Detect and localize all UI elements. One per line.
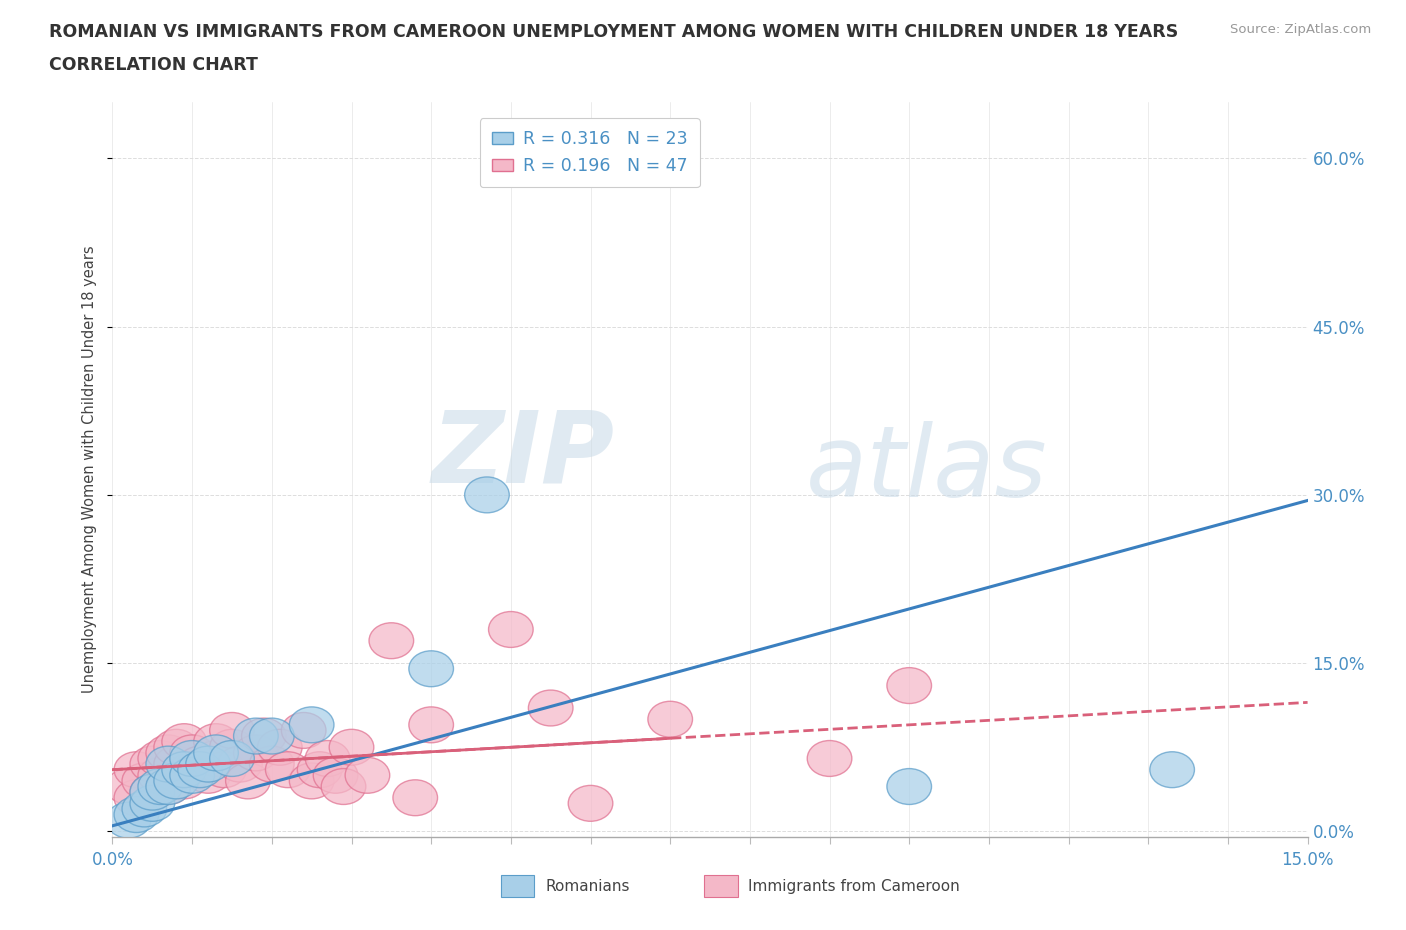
Ellipse shape: [314, 757, 359, 793]
Ellipse shape: [146, 768, 191, 804]
Text: ZIP: ZIP: [432, 406, 614, 503]
Ellipse shape: [266, 751, 311, 788]
Ellipse shape: [201, 751, 246, 788]
Ellipse shape: [162, 763, 207, 799]
Ellipse shape: [290, 763, 335, 799]
Ellipse shape: [321, 768, 366, 804]
Ellipse shape: [170, 757, 215, 793]
Ellipse shape: [409, 651, 454, 686]
FancyBboxPatch shape: [501, 875, 534, 897]
Ellipse shape: [138, 740, 183, 777]
Ellipse shape: [170, 751, 215, 788]
Ellipse shape: [329, 729, 374, 765]
Ellipse shape: [129, 774, 174, 810]
Ellipse shape: [153, 746, 198, 782]
Ellipse shape: [648, 701, 693, 737]
Ellipse shape: [290, 707, 335, 743]
Ellipse shape: [105, 768, 150, 804]
Ellipse shape: [186, 746, 231, 782]
Ellipse shape: [209, 740, 254, 777]
FancyBboxPatch shape: [704, 875, 738, 897]
Ellipse shape: [105, 803, 150, 838]
Ellipse shape: [568, 786, 613, 821]
Ellipse shape: [209, 729, 254, 765]
Ellipse shape: [170, 735, 215, 771]
Ellipse shape: [114, 751, 159, 788]
Ellipse shape: [162, 751, 207, 788]
Ellipse shape: [529, 690, 574, 726]
Ellipse shape: [887, 768, 932, 804]
Ellipse shape: [368, 623, 413, 658]
Ellipse shape: [129, 746, 174, 782]
Ellipse shape: [242, 718, 287, 754]
Ellipse shape: [344, 757, 389, 793]
Ellipse shape: [305, 740, 350, 777]
Ellipse shape: [488, 612, 533, 647]
Ellipse shape: [297, 751, 342, 788]
Text: atlas: atlas: [806, 421, 1047, 518]
Y-axis label: Unemployment Among Women with Children Under 18 years: Unemployment Among Women with Children U…: [82, 246, 97, 694]
Text: Immigrants from Cameroon: Immigrants from Cameroon: [748, 879, 960, 894]
Ellipse shape: [281, 712, 326, 749]
Ellipse shape: [177, 751, 222, 788]
Text: Source: ZipAtlas.com: Source: ZipAtlas.com: [1230, 23, 1371, 36]
Ellipse shape: [162, 724, 207, 760]
Ellipse shape: [257, 729, 302, 765]
Ellipse shape: [138, 757, 183, 793]
Ellipse shape: [186, 757, 231, 793]
Ellipse shape: [114, 779, 159, 816]
Ellipse shape: [122, 791, 167, 827]
Text: CORRELATION CHART: CORRELATION CHART: [49, 56, 259, 73]
Ellipse shape: [194, 724, 239, 760]
Text: ROMANIAN VS IMMIGRANTS FROM CAMEROON UNEMPLOYMENT AMONG WOMEN WITH CHILDREN UNDE: ROMANIAN VS IMMIGRANTS FROM CAMEROON UNE…: [49, 23, 1178, 41]
Ellipse shape: [153, 763, 198, 799]
Ellipse shape: [194, 740, 239, 777]
Ellipse shape: [249, 718, 294, 754]
Text: Romanians: Romanians: [546, 879, 630, 894]
Ellipse shape: [807, 740, 852, 777]
Ellipse shape: [138, 768, 183, 804]
Ellipse shape: [146, 735, 191, 771]
Ellipse shape: [233, 735, 278, 771]
Ellipse shape: [218, 746, 263, 782]
Ellipse shape: [146, 746, 191, 782]
Ellipse shape: [209, 712, 254, 749]
Ellipse shape: [233, 718, 278, 754]
Ellipse shape: [194, 735, 239, 771]
Legend: R = 0.316   N = 23, R = 0.196   N = 47: R = 0.316 N = 23, R = 0.196 N = 47: [479, 118, 700, 187]
Ellipse shape: [129, 786, 174, 821]
Ellipse shape: [170, 740, 215, 777]
Ellipse shape: [249, 746, 294, 782]
Ellipse shape: [114, 797, 159, 832]
Ellipse shape: [146, 768, 191, 804]
Ellipse shape: [887, 668, 932, 703]
Ellipse shape: [409, 707, 454, 743]
Ellipse shape: [464, 477, 509, 512]
Ellipse shape: [129, 774, 174, 810]
Ellipse shape: [225, 763, 270, 799]
Ellipse shape: [177, 746, 222, 782]
Ellipse shape: [122, 763, 167, 799]
Ellipse shape: [392, 779, 437, 816]
Ellipse shape: [1150, 751, 1195, 788]
Ellipse shape: [153, 729, 198, 765]
